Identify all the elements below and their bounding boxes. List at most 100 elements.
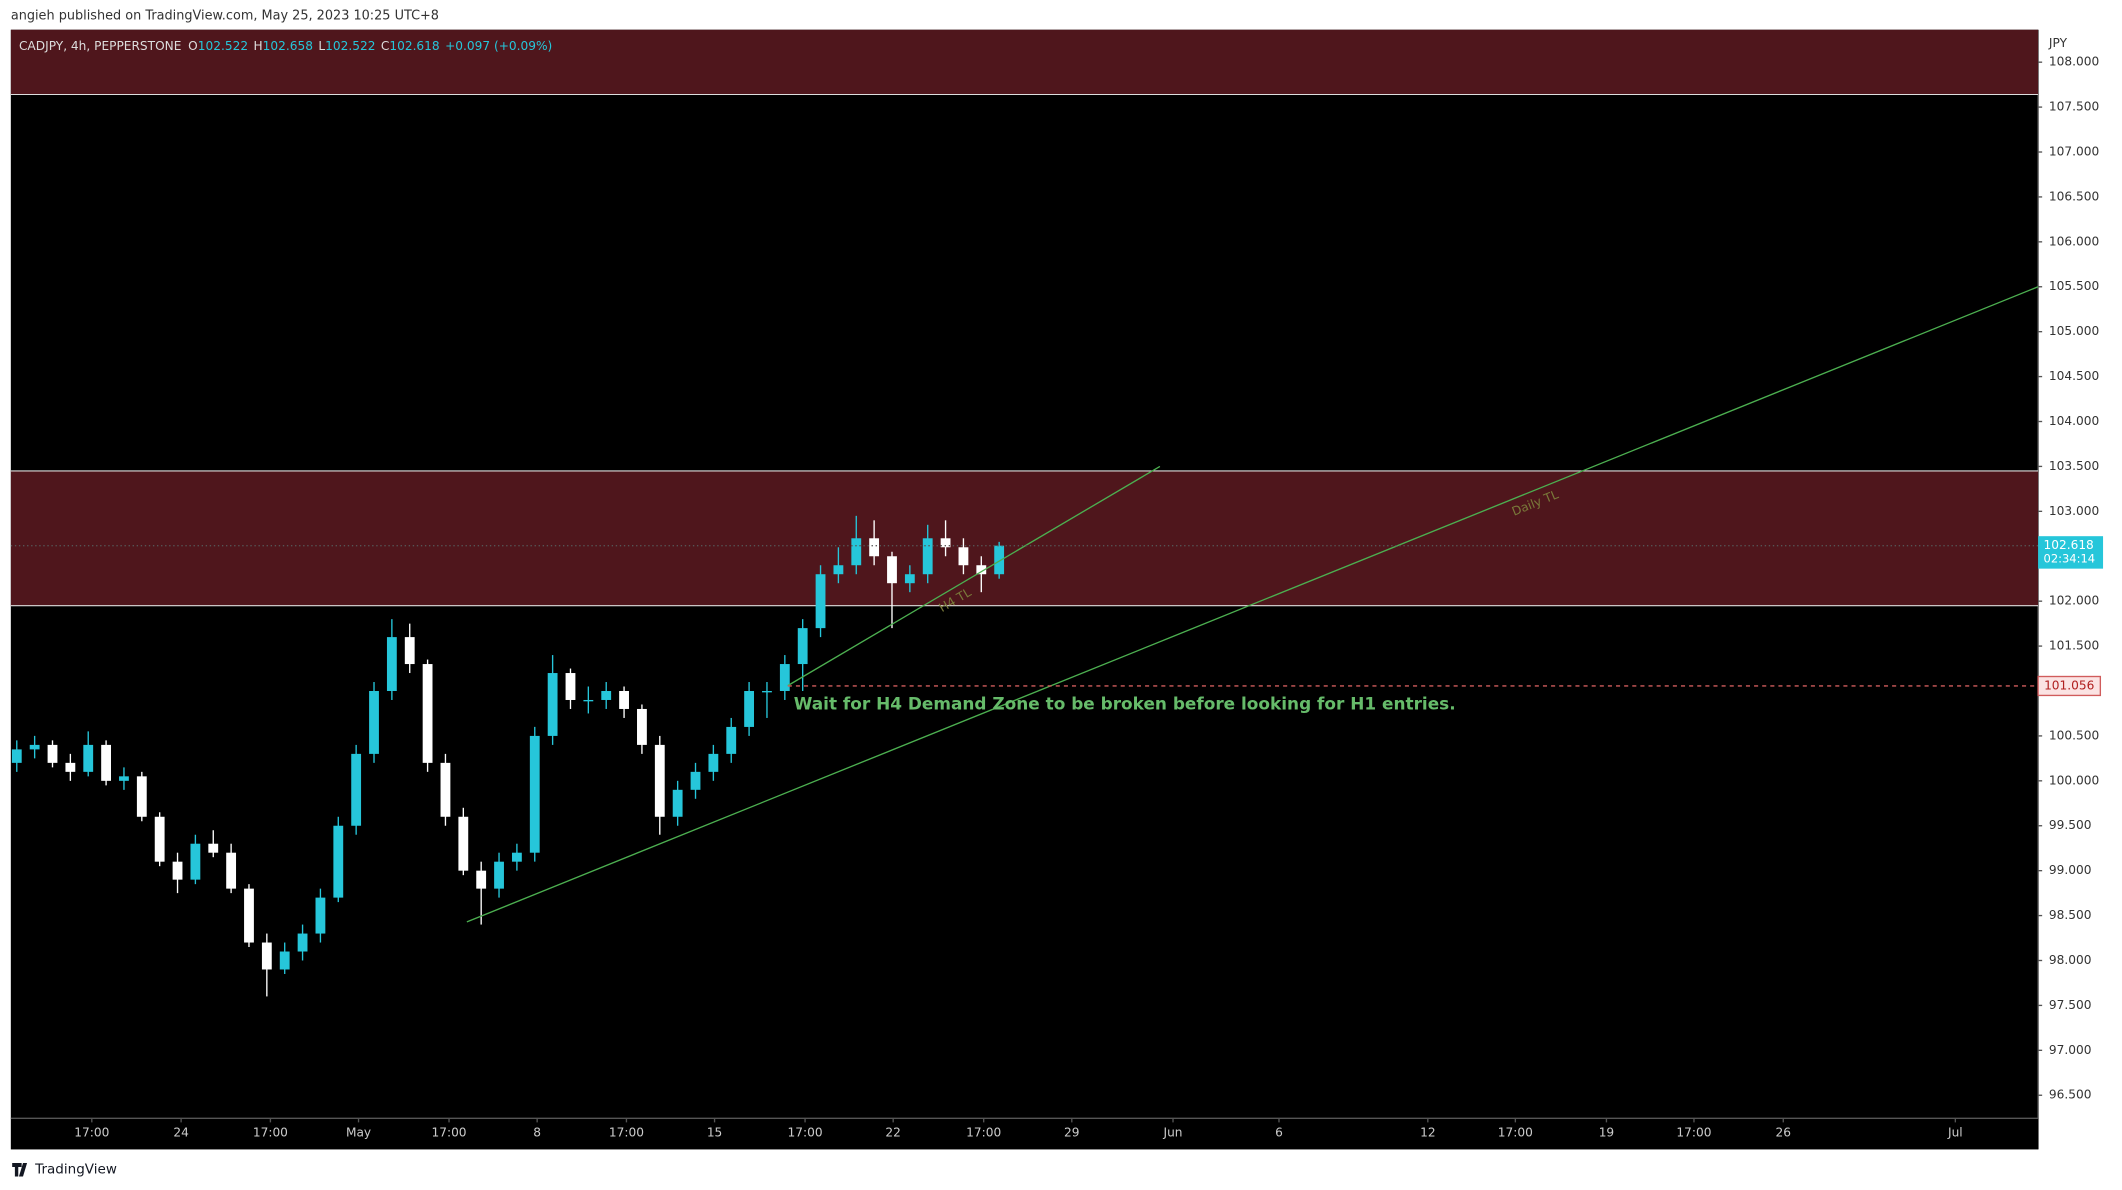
- candle-body: [529, 735, 540, 853]
- supply-zone: [10, 29, 2039, 95]
- candle-body: [190, 843, 201, 880]
- y-tick-label: 104.500: [2049, 369, 2099, 383]
- candle-body: [565, 673, 576, 700]
- candle-body: [65, 762, 76, 772]
- candle-body: [101, 744, 111, 781]
- y-tick-label: 99.000: [2049, 863, 2092, 877]
- candle-body: [261, 942, 272, 970]
- candle-body: [869, 538, 880, 557]
- level-price-box: [2037, 675, 2102, 697]
- x-tick-label: 6: [1275, 1126, 1283, 1140]
- candle-body: [279, 951, 290, 970]
- candle-body: [762, 691, 772, 693]
- x-tick-label: 17:00: [74, 1126, 109, 1140]
- x-tick-label: 17:00: [788, 1126, 823, 1140]
- candle-body: [440, 762, 451, 817]
- y-tick-label: 98.000: [2049, 953, 2092, 967]
- candle-body: [940, 538, 951, 548]
- candle-body: [369, 691, 379, 754]
- x-tick-label: 15: [707, 1126, 722, 1140]
- x-tick-label: 17:00: [431, 1126, 466, 1140]
- x-tick-label: Jun: [1163, 1126, 1183, 1140]
- symbol: CADJPY, 4h, PEPPERSTONE: [19, 38, 181, 52]
- time-axis: [10, 1118, 2039, 1150]
- logo-mark: [12, 1162, 28, 1177]
- y-tick-label: 99.500: [2049, 818, 2092, 832]
- open-value: 102.522: [198, 38, 248, 52]
- x-tick-label: Jul: [1947, 1126, 1963, 1140]
- candle-body: [887, 556, 897, 584]
- candle-body: [29, 744, 40, 750]
- x-tick-label: 26: [1776, 1126, 1791, 1140]
- x-tick-label: 17:00: [609, 1126, 644, 1140]
- logo-text: TradingView: [34, 1162, 117, 1178]
- candle-body: [315, 897, 326, 934]
- y-tick-label: 106.500: [2049, 189, 2099, 203]
- y-tick-label: 105.500: [2049, 279, 2099, 293]
- candle-body: [154, 816, 165, 862]
- x-tick-label: 12: [1420, 1126, 1435, 1140]
- low-value: 102.522: [325, 38, 375, 52]
- o-label: O: [188, 38, 198, 52]
- y-tick-label: 104.000: [2049, 414, 2099, 428]
- candle-body: [815, 574, 826, 629]
- ohlc-legend: CADJPY, 4h, PEPPERSTONE O102.522 H102.658 L…: [19, 38, 552, 52]
- candle-body: [547, 673, 558, 736]
- candle-body: [904, 574, 915, 584]
- candle-body: [726, 726, 737, 754]
- candle-body: [637, 708, 647, 745]
- x-tick-label: 19: [1599, 1126, 1614, 1140]
- candle-body: [833, 565, 844, 575]
- y-tick-label: 101.500: [2049, 639, 2099, 653]
- candle-body: [708, 753, 719, 772]
- supply-zone: [10, 470, 2039, 606]
- price-axis: [2038, 29, 2112, 1119]
- candle-body: [422, 664, 433, 763]
- candle-body: [744, 691, 755, 727]
- high-value: 102.658: [263, 38, 313, 52]
- candle-body: [494, 861, 504, 889]
- candle-body: [619, 691, 629, 709]
- candle-body: [851, 538, 862, 566]
- candle-body: [976, 565, 987, 575]
- trendline: [787, 465, 1161, 687]
- y-tick-label: 100.500: [2049, 728, 2099, 742]
- x-tick-label: 29: [1064, 1126, 1079, 1140]
- x-tick-label: 17:00: [966, 1126, 1001, 1140]
- x-tick-label: 17:00: [253, 1126, 288, 1140]
- candle-body: [172, 861, 183, 880]
- candle-body: [244, 888, 254, 943]
- candle-body: [119, 776, 129, 781]
- candle-body: [922, 538, 933, 575]
- published-note: angieh published on TradingView.com, May…: [11, 9, 439, 24]
- candle-body: [601, 691, 612, 700]
- candle-body: [333, 825, 344, 898]
- change-value: +0.097 (+0.09%): [445, 38, 552, 52]
- candle-body: [297, 933, 308, 952]
- y-tick-label: 108.000: [2049, 55, 2099, 69]
- y-tick-label: 96.500: [2049, 1088, 2092, 1102]
- y-tick-label: 97.000: [2049, 1043, 2092, 1057]
- y-tick-label: 107.500: [2049, 100, 2099, 114]
- candle-body: [583, 699, 594, 702]
- x-tick-label: 22: [885, 1126, 900, 1140]
- candle-body: [208, 843, 219, 853]
- level-price-label: 101.056: [2044, 678, 2094, 692]
- x-tick-label: 24: [173, 1126, 189, 1140]
- l-label: L: [318, 38, 325, 52]
- y-tick-label: 106.000: [2049, 234, 2099, 248]
- candle-body: [511, 852, 522, 862]
- c-label: C: [381, 38, 390, 52]
- candle-body: [994, 545, 1005, 575]
- candle-body: [672, 789, 683, 817]
- candle-body: [690, 771, 701, 790]
- y-tick-label: 107.000: [2049, 145, 2099, 159]
- trendline: [466, 286, 2039, 923]
- countdown: 02:34:14: [2044, 552, 2096, 566]
- last-price-label: 102.618: [2044, 538, 2094, 552]
- y-tick-label: 102.000: [2049, 594, 2099, 608]
- close-value: 102.618: [389, 38, 439, 52]
- candle-body: [958, 547, 969, 566]
- y-tick-label: 100.000: [2049, 773, 2099, 787]
